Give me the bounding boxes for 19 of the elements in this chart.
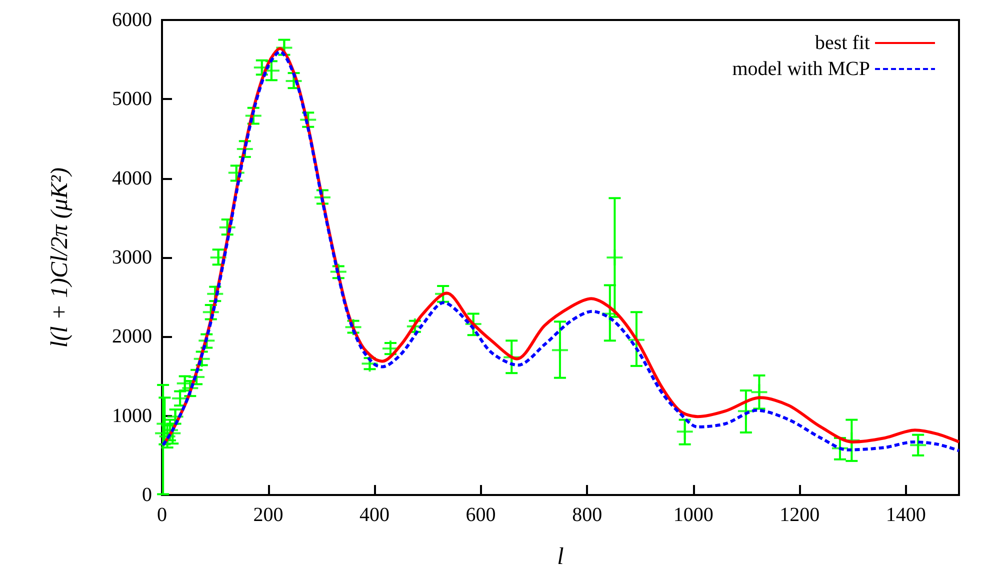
y-tick-label: 0 [142, 484, 152, 506]
x-tick-label: 800 [572, 504, 602, 526]
x-tick-label: 400 [360, 504, 390, 526]
legend-label: best fit [815, 32, 870, 54]
y-tick-label: 6000 [112, 9, 152, 31]
y-axis-title: l(l + 1)Cl/2π (μK²) [47, 167, 73, 348]
x-tick-label: 200 [253, 504, 284, 526]
y-tick-label: 2000 [112, 326, 152, 348]
y-tick-label: 3000 [112, 246, 152, 268]
y-tick-label: 5000 [112, 88, 152, 110]
x-tick-label: 1400 [886, 504, 926, 526]
y-tick-label: 1000 [112, 404, 152, 427]
x-tick-label: 1000 [673, 504, 714, 526]
legend-label: model with MCP [732, 58, 870, 80]
x-axis-title: l [557, 544, 564, 570]
x-tick-label: 1200 [780, 504, 820, 526]
x-tick-label: 600 [466, 504, 496, 526]
y-tick-label: 4000 [112, 167, 152, 190]
x-tick-label: 0 [157, 504, 167, 526]
